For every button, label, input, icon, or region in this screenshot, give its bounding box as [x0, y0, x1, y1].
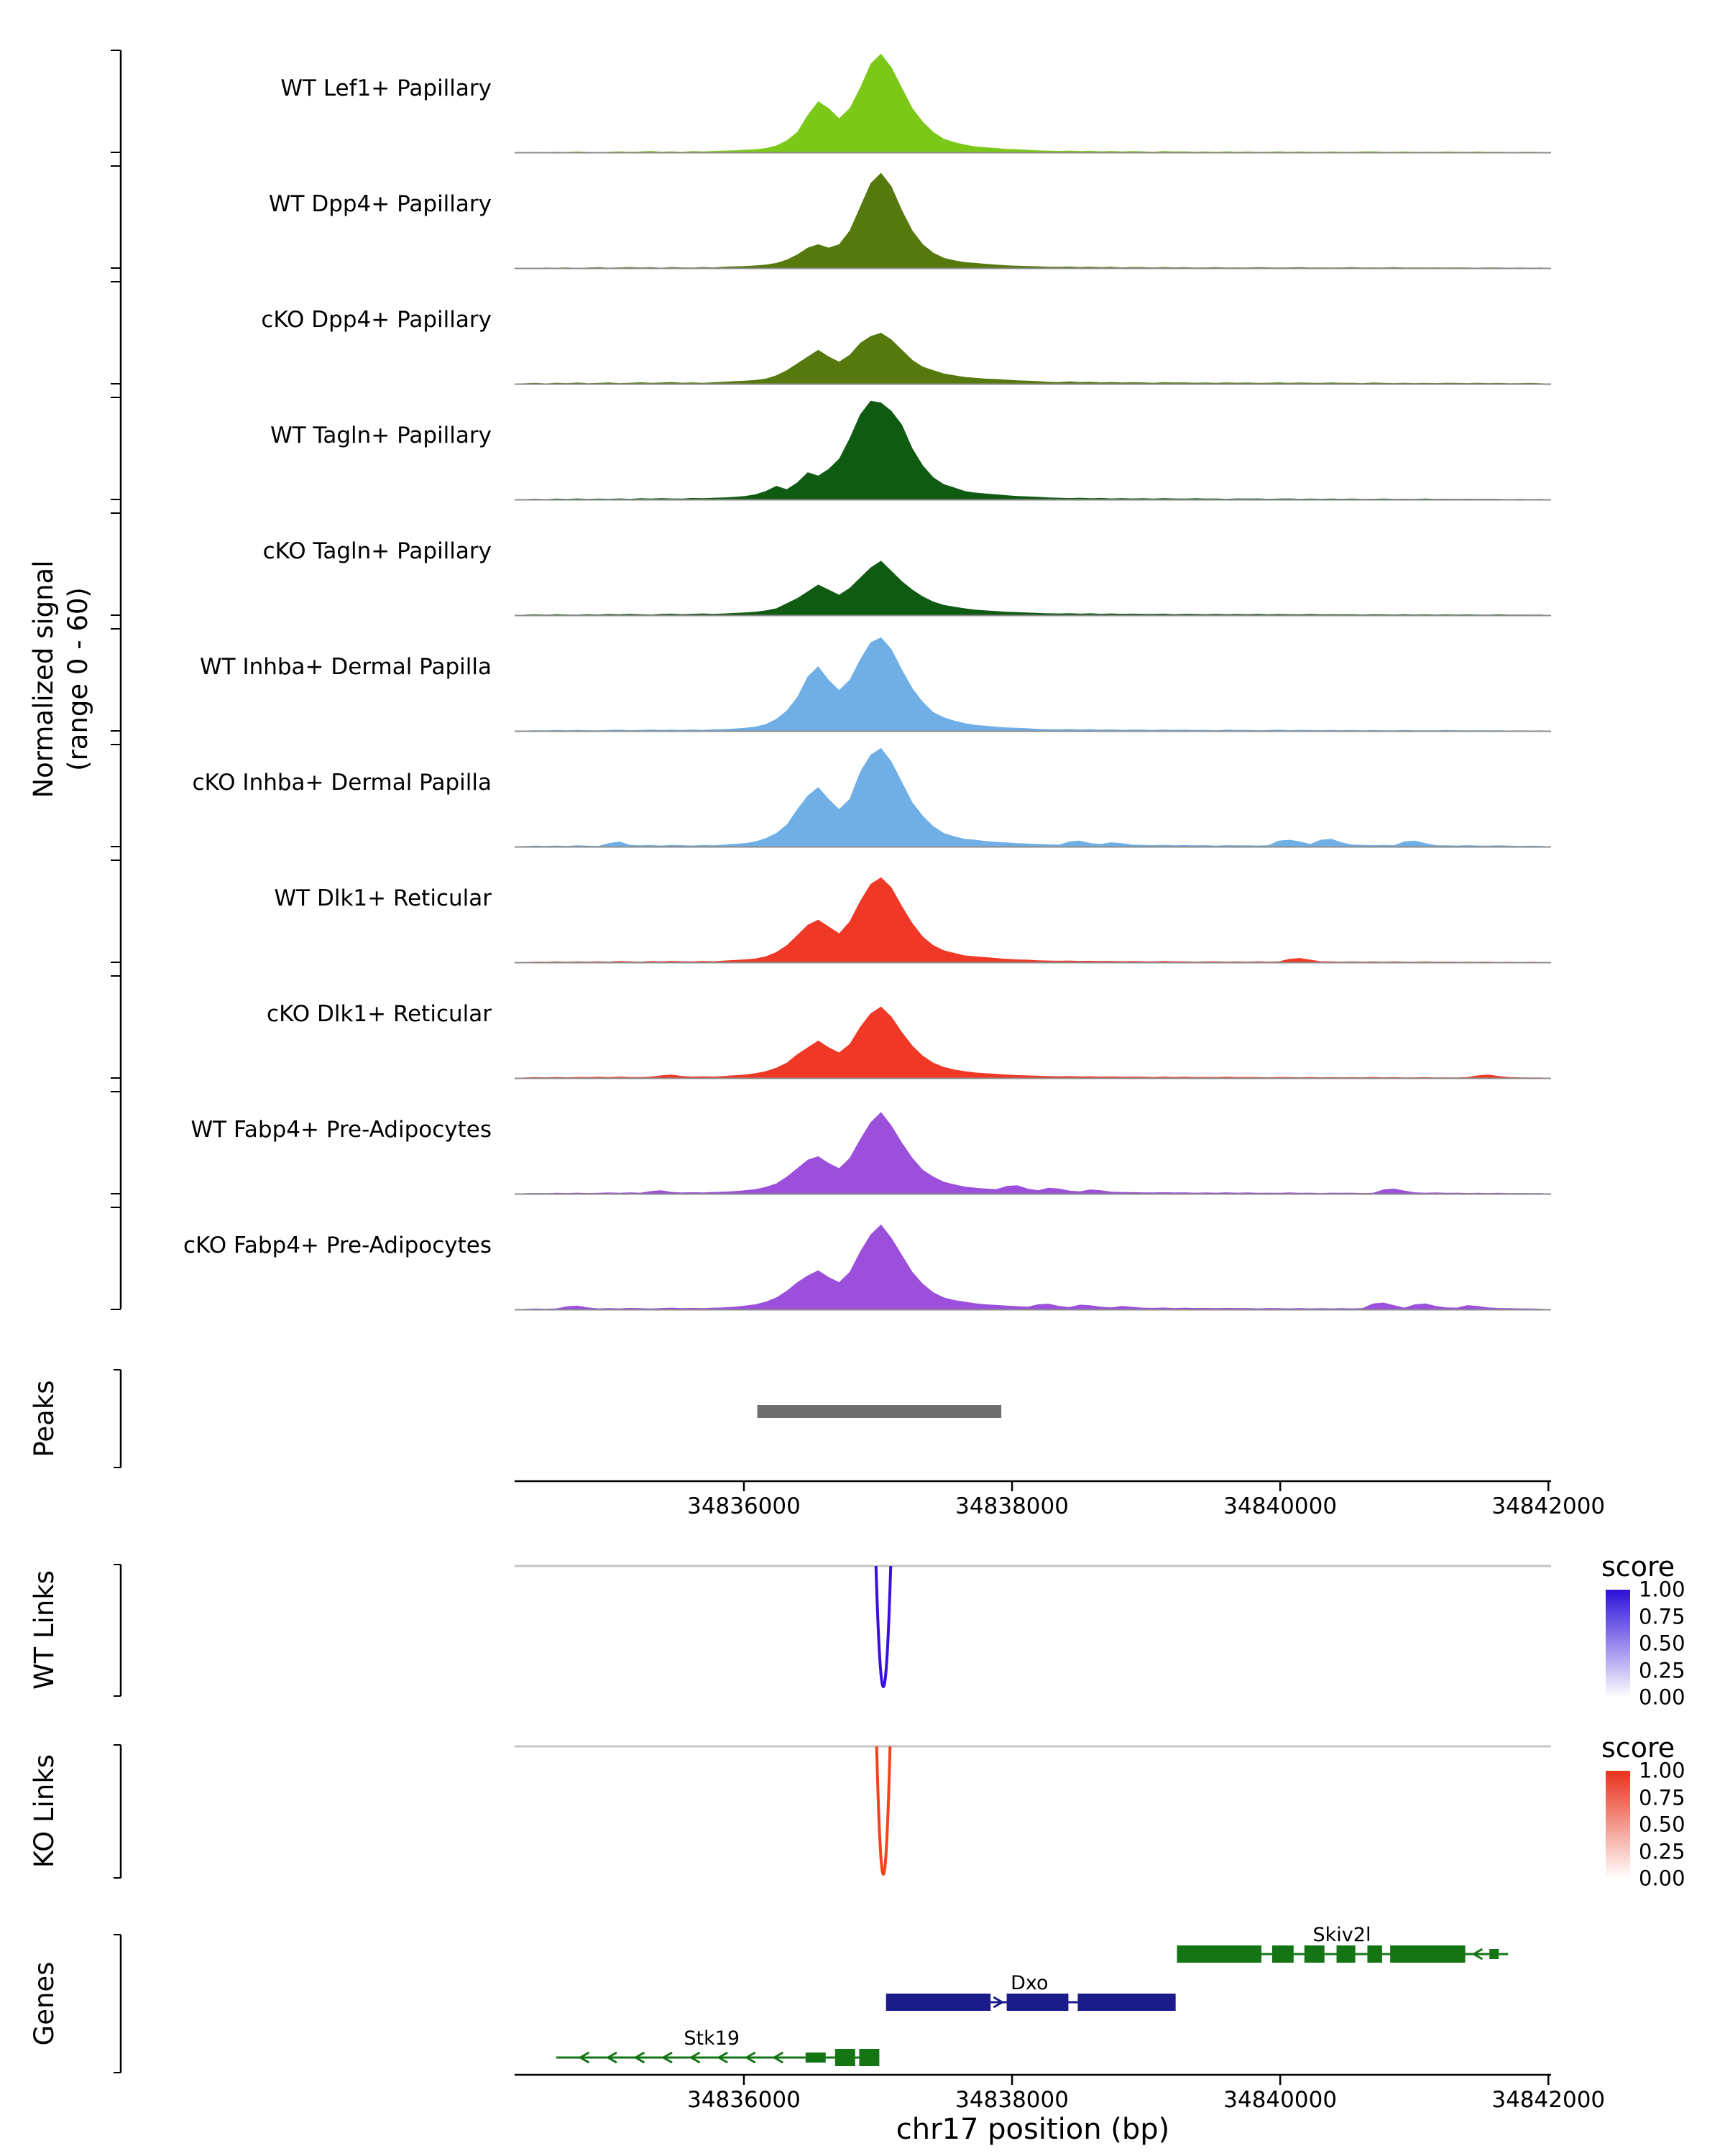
- x-tick-label: 34836000: [687, 1493, 801, 1519]
- legend-tick-label: 0.75: [1639, 1785, 1685, 1810]
- legend-tick-label: 0.50: [1639, 1631, 1685, 1656]
- legend-tick-label: 1.00: [1639, 1577, 1685, 1602]
- ko-links-score-legend: score 1.00 0.75 0.50 0.25 0.00: [1601, 1733, 1725, 1899]
- legend-tick-label: 0.75: [1639, 1604, 1685, 1628]
- x-tick-label: 34836000: [687, 2087, 801, 2113]
- wt-score-gradient-bar: [1606, 1590, 1630, 1697]
- x-axis-title: chr17 position (bp): [896, 2113, 1170, 2146]
- x-tick-label: 34840000: [1223, 2087, 1337, 2113]
- x-tick-label: 34842000: [1491, 1493, 1605, 1519]
- x-tick-label: 34842000: [1491, 2087, 1605, 2113]
- legend-tick-label: 0.25: [1639, 1658, 1685, 1682]
- x-tick-label: 34838000: [955, 2087, 1069, 2113]
- x-tick-label: 34840000: [1223, 1493, 1337, 1519]
- legend-tick-label: 1.00: [1639, 1758, 1685, 1783]
- legend-tick-label: 0.25: [1639, 1839, 1685, 1864]
- ko-score-gradient-bar: [1606, 1771, 1630, 1879]
- x-tick-label: 34838000: [955, 1493, 1069, 1519]
- legend-tick-label: 0.00: [1639, 1685, 1685, 1710]
- wt-legend-title: score: [1601, 1551, 1675, 1583]
- wt-links-score-legend: score 1.00 0.75 0.50 0.25 0.00: [1601, 1552, 1725, 1718]
- wt-legend-ticks: 1.00 0.75 0.50 0.25 0.00: [1639, 1579, 1725, 1708]
- ko-legend-title: score: [1601, 1732, 1675, 1764]
- ko-legend-ticks: 1.00 0.75 0.50 0.25 0.00: [1639, 1760, 1725, 1889]
- legend-tick-label: 0.50: [1639, 1812, 1685, 1837]
- legend-tick-label: 0.00: [1639, 1866, 1685, 1891]
